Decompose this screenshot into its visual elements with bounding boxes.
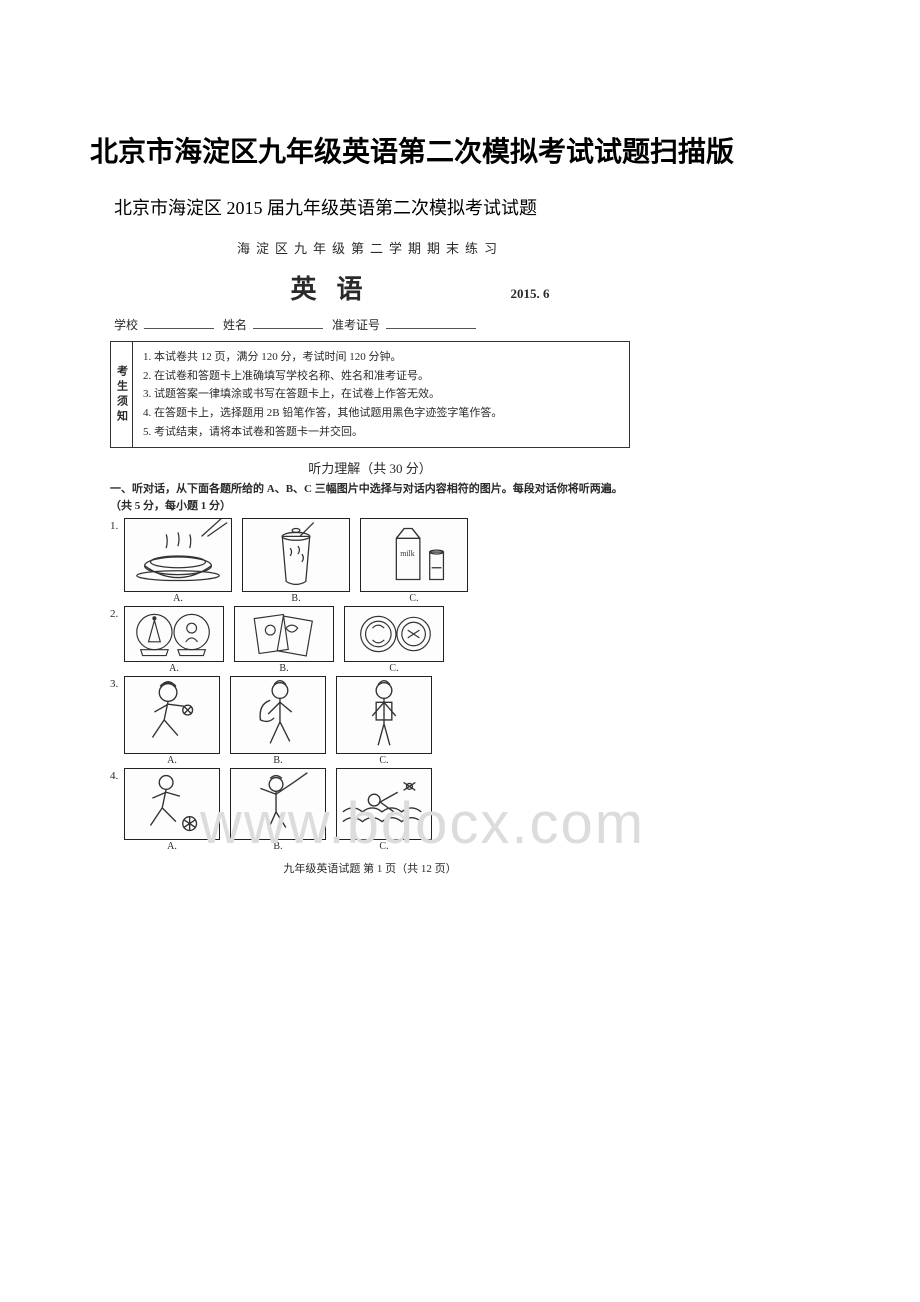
option: B. (230, 676, 326, 766)
question-number: 4. (110, 768, 124, 782)
page-main-title: 北京市海淀区九年级英语第二次模拟考试试题扫描版 (90, 130, 830, 170)
instructions-list: 1. 本试卷共 12 页，满分 120 分，考试时间 120 分钟。 2. 在试… (133, 342, 629, 447)
option-image-baseball-icon (230, 768, 326, 840)
option: C. (344, 606, 444, 674)
examno-blank (386, 317, 476, 329)
option: B. (242, 518, 350, 604)
option-label: A. (173, 593, 183, 604)
option-image-boy-standing-icon (336, 676, 432, 754)
instruction-item: 5. 考试结束，请将本试卷和答题卡一并交回。 (143, 423, 619, 442)
instructions-label: 考生须知 (111, 342, 133, 447)
option: A. (124, 518, 232, 604)
option: C. (336, 676, 432, 766)
option-label: C. (379, 755, 388, 766)
option-label: A. (167, 841, 177, 852)
option: B. (230, 768, 326, 852)
question-row: 2. A. (110, 606, 630, 674)
option: A. (124, 768, 220, 852)
svg-text:milk: milk (400, 549, 414, 558)
question-number: 1. (110, 518, 124, 532)
option-image-soccer-icon (124, 768, 220, 840)
student-info-row: 学校 姓名 准考证号 (114, 316, 630, 333)
option-image-coins-icon (344, 606, 444, 662)
instructions-box: 考生须知 1. 本试卷共 12 页，满分 120 分，考试时间 120 分钟。 … (110, 341, 630, 448)
option: A. (124, 676, 220, 766)
school-blank (144, 317, 214, 329)
question-row: 3. A. (110, 676, 630, 766)
option-image-snowglobe-icon (124, 606, 224, 662)
question-row: 1. A. (110, 518, 630, 604)
option: milk C. (360, 518, 468, 604)
page-subtitle: 北京市海淀区 2015 届九年级英语第二次模拟考试试题 (114, 194, 830, 220)
option-label: C. (379, 841, 388, 852)
option-label: A. (167, 755, 177, 766)
listening-section-title: 听力理解（共 30 分） (110, 458, 630, 477)
option-image-boy-backpack-icon (230, 676, 326, 754)
scanned-page: 海淀区九年级第二学期期末练习 英语 2015. 6 学校 姓名 准考证号 考生须… (110, 238, 630, 876)
examno-label: 准考证号 (332, 318, 380, 332)
page-footer: 九年级英语试题 第 1 页（共 12 页） (110, 860, 630, 876)
option-label: C. (409, 593, 418, 604)
school-label: 学校 (114, 318, 138, 332)
option-image-drink-glass-icon (242, 518, 350, 592)
subject-row: 英语 2015. 6 (110, 269, 630, 306)
option-label: C. (389, 663, 398, 674)
option: C. (336, 768, 432, 852)
option: A. (124, 606, 224, 674)
instruction-item: 2. 在试卷和答题卡上准确填写学校名称、姓名和准考证号。 (143, 367, 619, 386)
option-label: B. (273, 841, 282, 852)
question-number: 3. (110, 676, 124, 690)
instruction-item: 4. 在答题卡上，选择题用 2B 铅笔作答，其他试题用黑色字迹签字笔作答。 (143, 404, 619, 423)
option-image-swimming-icon (336, 768, 432, 840)
option-image-boy-running-icon (124, 676, 220, 754)
option-image-stamps-icon (234, 606, 334, 662)
instruction-item: 1. 本试卷共 12 页，满分 120 分，考试时间 120 分钟。 (143, 348, 619, 367)
option-image-bowl-icon (124, 518, 232, 592)
option-label: B. (273, 755, 282, 766)
option-label: A. (169, 663, 179, 674)
exam-date: 2015. 6 (511, 286, 550, 302)
option: B. (234, 606, 334, 674)
question-intro: 一、听对话，从下面各题所给的 A、B、C 三幅图片中选择与对话内容相符的图片。每… (110, 481, 630, 514)
name-label: 姓名 (223, 318, 247, 332)
option-image-milk-carton-icon: milk (360, 518, 468, 592)
scan-header: 海淀区九年级第二学期期末练习 (110, 238, 630, 257)
subject-title: 英语 (290, 269, 382, 306)
question-number: 2. (110, 606, 124, 620)
name-blank (253, 317, 323, 329)
question-row: 4. A. (110, 768, 630, 852)
option-label: B. (279, 663, 288, 674)
instruction-item: 3. 试题答案一律填涂或书写在答题卡上，在试卷上作答无效。 (143, 385, 619, 404)
option-label: B. (291, 593, 300, 604)
